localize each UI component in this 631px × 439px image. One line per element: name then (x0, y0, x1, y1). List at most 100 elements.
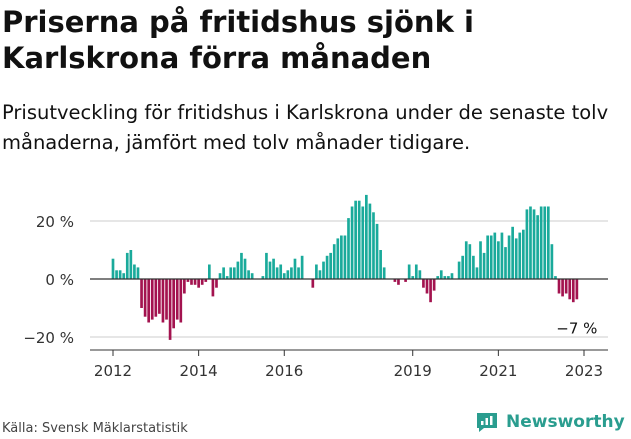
bar (522, 229, 525, 279)
bar (546, 206, 550, 279)
bar (286, 270, 290, 279)
bar (118, 270, 122, 279)
bar (225, 276, 229, 279)
bar (379, 250, 382, 279)
bar (507, 235, 511, 279)
bar (179, 279, 183, 323)
bar (133, 264, 136, 279)
bar (536, 215, 539, 279)
bar (275, 267, 279, 279)
bar (497, 241, 500, 279)
newsworthy-logo-icon (477, 413, 497, 432)
brand: Newsworthy (474, 407, 625, 437)
bar (222, 267, 225, 279)
bar (322, 261, 325, 279)
bar (457, 261, 461, 279)
bar (318, 270, 322, 279)
bar (247, 270, 250, 279)
bar (550, 244, 554, 279)
bar (361, 206, 365, 279)
bar (443, 276, 447, 279)
bar (554, 276, 557, 279)
bar (468, 244, 472, 279)
brand-name: Newsworthy (506, 412, 625, 432)
bar (372, 212, 375, 279)
bar (272, 258, 275, 279)
bar (525, 209, 529, 279)
axes: 20 % 0 % −20 % 2012 2014 2016 2019 2021 2023 −7 % (23, 213, 608, 380)
bar (161, 279, 165, 323)
bar (218, 273, 222, 279)
bar (168, 279, 172, 340)
bar (243, 258, 247, 279)
bar (382, 267, 386, 279)
bar (354, 200, 357, 279)
bar (482, 252, 486, 279)
bar (115, 270, 118, 279)
bar (397, 279, 400, 285)
bar (532, 209, 536, 279)
bar (404, 279, 407, 282)
x-tick-label: 2023 (565, 362, 603, 380)
x-tick-label: 2016 (265, 362, 303, 380)
bar (429, 279, 432, 303)
bar (504, 247, 507, 279)
bar (111, 258, 115, 279)
bar (414, 264, 418, 279)
bar (464, 241, 468, 279)
bar (575, 279, 579, 300)
bar (486, 235, 489, 279)
x-tick-label: 2021 (479, 362, 517, 380)
y-tick-label: 20 % (36, 213, 74, 231)
y-tick-label: −20 % (23, 329, 74, 347)
bar (282, 273, 286, 279)
bar (165, 279, 168, 320)
bar (500, 232, 504, 279)
bar-series (111, 194, 579, 340)
bar (407, 264, 411, 279)
bar (208, 264, 211, 279)
last-value-label: −7 % (556, 319, 597, 337)
x-tick-label: 2014 (180, 362, 218, 380)
bar (193, 279, 197, 285)
bar (240, 252, 243, 279)
bar (418, 270, 422, 279)
x-tick-label: 2019 (394, 362, 432, 380)
bar (411, 276, 415, 279)
bar (140, 279, 143, 308)
bar (529, 206, 532, 279)
bar (332, 244, 336, 279)
bar (479, 241, 482, 279)
bar (564, 279, 568, 294)
bar (518, 232, 522, 279)
x-tick-label: 2012 (94, 362, 132, 380)
bar (511, 226, 514, 279)
bar (336, 238, 340, 279)
bar (340, 235, 343, 279)
bar (561, 279, 564, 297)
bar (300, 255, 304, 279)
bar (493, 232, 497, 279)
y-tick-label: 0 % (45, 271, 74, 289)
bar (325, 255, 329, 279)
bar (447, 276, 450, 279)
bar (343, 235, 347, 279)
bar (200, 279, 204, 285)
bar (279, 264, 283, 279)
bar (158, 279, 161, 314)
bar (350, 206, 354, 279)
bar (136, 267, 140, 279)
bar (365, 194, 368, 279)
bar (514, 238, 518, 279)
bar (232, 267, 236, 279)
bar (215, 279, 218, 288)
bar (197, 279, 200, 288)
bar (571, 279, 575, 303)
bar (290, 267, 293, 279)
bar (154, 279, 158, 317)
bar (297, 267, 300, 279)
bar (293, 258, 297, 279)
bar (422, 279, 425, 288)
bar (315, 264, 318, 279)
bar (393, 279, 397, 282)
